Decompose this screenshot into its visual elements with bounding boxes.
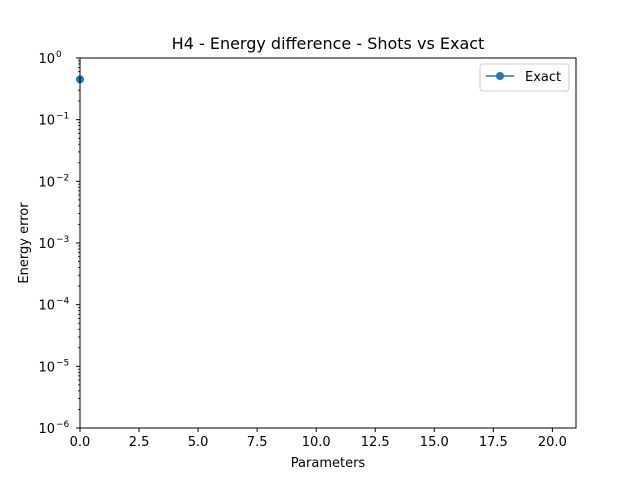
x-tick-label: 15.0 — [420, 435, 449, 450]
y-tick-exponent: 0 — [56, 50, 62, 60]
chart-title: H4 - Energy difference - Shots vs Exact — [172, 34, 485, 53]
y-tick-label: 10 — [38, 114, 55, 129]
x-axis-label: Parameters — [291, 456, 366, 471]
legend: Exact — [479, 63, 570, 92]
x-tick-label: 20.0 — [538, 435, 567, 450]
y-tick-label: 10 — [38, 299, 55, 314]
y-tick-label: 10 — [38, 360, 55, 375]
y-tick-label: 10 — [38, 175, 55, 190]
plot-frame — [79, 57, 577, 429]
y-tick-exponent: −2 — [56, 173, 69, 183]
plot-area — [80, 58, 576, 428]
x-axis-ticks: 0.0 2.5 5.0 7.5 10.0 12.5 15.0 17.5 20.0 — [70, 428, 567, 450]
x-tick-label: 12.5 — [361, 435, 390, 450]
y-tick-exponent: −6 — [56, 420, 70, 430]
y-tick-label: 10 — [38, 52, 55, 67]
y-tick-exponent: −5 — [56, 358, 69, 368]
y-tick-label: 10 — [38, 422, 55, 437]
y-tick-exponent: −1 — [56, 112, 69, 122]
legend-marker-exact — [496, 72, 504, 80]
y-axis-label: Energy error — [17, 202, 32, 284]
legend-label-exact: Exact — [525, 70, 561, 85]
x-tick-label: 2.5 — [129, 435, 150, 450]
legend-box — [479, 63, 570, 92]
y-tick-exponent: −3 — [56, 235, 69, 245]
x-tick-label: 0.0 — [70, 435, 91, 450]
x-tick-label: 7.5 — [247, 435, 268, 450]
y-tick-exponent: −4 — [56, 297, 70, 307]
x-tick-label: 17.5 — [479, 435, 508, 450]
y-tick-label: 10 — [38, 237, 55, 252]
x-tick-label: 10.0 — [302, 435, 331, 450]
x-tick-label: 5.0 — [188, 435, 209, 450]
